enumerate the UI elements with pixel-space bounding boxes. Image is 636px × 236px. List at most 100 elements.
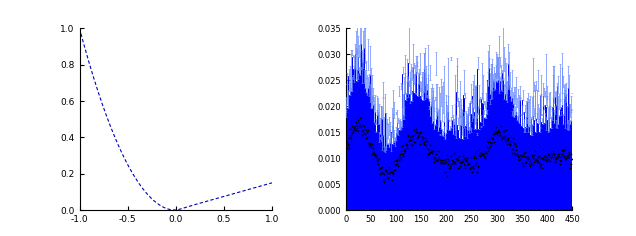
- Point: [513, 152, 523, 156]
- Point: [479, 151, 489, 155]
- Point: [505, 142, 515, 146]
- Point: [349, 126, 359, 130]
- Point: [509, 141, 520, 145]
- Point: [341, 150, 351, 153]
- Point: [466, 165, 476, 169]
- Point: [393, 157, 403, 161]
- Point: [460, 166, 470, 170]
- Point: [392, 162, 402, 166]
- Point: [497, 135, 508, 139]
- Point: [359, 124, 370, 128]
- Point: [562, 154, 572, 158]
- Point: [365, 141, 375, 145]
- Point: [546, 155, 556, 159]
- Point: [433, 157, 443, 160]
- Point: [455, 161, 466, 165]
- Point: [458, 159, 468, 163]
- Point: [362, 130, 372, 134]
- Point: [367, 142, 377, 146]
- Point: [367, 152, 377, 156]
- Point: [374, 167, 384, 171]
- Point: [351, 128, 361, 132]
- Point: [537, 156, 547, 160]
- Point: [558, 156, 569, 159]
- Point: [519, 151, 529, 155]
- Point: [391, 159, 401, 163]
- Point: [523, 162, 534, 165]
- Point: [478, 152, 488, 156]
- Point: [556, 152, 567, 156]
- Point: [443, 153, 453, 157]
- Point: [368, 147, 378, 150]
- Point: [389, 163, 399, 167]
- Point: [411, 130, 421, 134]
- Point: [554, 152, 564, 156]
- Point: [471, 161, 481, 165]
- Point: [437, 161, 447, 164]
- Point: [380, 168, 391, 172]
- Point: [438, 161, 448, 164]
- Point: [387, 178, 397, 182]
- Point: [480, 149, 490, 153]
- Point: [406, 142, 416, 145]
- Point: [343, 142, 353, 146]
- Point: [548, 152, 558, 155]
- Point: [384, 165, 394, 169]
- Point: [353, 129, 363, 132]
- Point: [425, 143, 435, 147]
- Point: [535, 164, 545, 167]
- Point: [477, 152, 487, 156]
- Point: [517, 154, 527, 157]
- Point: [511, 148, 521, 152]
- Point: [555, 158, 565, 162]
- Point: [490, 132, 500, 136]
- Point: [434, 157, 444, 161]
- Point: [563, 155, 573, 159]
- Point: [497, 137, 507, 140]
- Point: [563, 151, 574, 154]
- Point: [404, 138, 414, 142]
- Point: [511, 144, 522, 148]
- Point: [561, 156, 571, 160]
- Point: [452, 157, 462, 160]
- Point: [453, 166, 463, 170]
- Point: [560, 156, 570, 160]
- Point: [509, 151, 519, 155]
- Point: [565, 162, 575, 166]
- Point: [484, 137, 494, 140]
- Point: [381, 168, 391, 172]
- Point: [527, 156, 537, 160]
- Point: [414, 132, 424, 136]
- Point: [560, 157, 570, 161]
- Point: [480, 156, 490, 160]
- Point: [537, 167, 547, 170]
- Point: [507, 147, 517, 151]
- Point: [391, 158, 401, 162]
- Point: [361, 136, 371, 140]
- Point: [379, 181, 389, 184]
- Point: [372, 159, 382, 163]
- Point: [518, 154, 529, 158]
- Point: [468, 167, 478, 170]
- Point: [399, 151, 409, 155]
- Point: [526, 161, 536, 165]
- Point: [493, 130, 503, 134]
- Point: [441, 158, 452, 161]
- Point: [422, 155, 432, 159]
- Point: [428, 157, 438, 161]
- Point: [452, 156, 462, 160]
- Point: [403, 134, 413, 138]
- Point: [445, 159, 455, 163]
- Point: [398, 154, 408, 158]
- Point: [418, 137, 428, 141]
- Point: [375, 172, 385, 176]
- Point: [352, 126, 363, 130]
- Point: [559, 148, 569, 152]
- Point: [551, 157, 562, 161]
- Point: [525, 159, 535, 162]
- Point: [539, 154, 549, 157]
- Point: [358, 128, 368, 131]
- Point: [446, 162, 457, 166]
- Point: [488, 133, 499, 136]
- Point: [348, 128, 358, 131]
